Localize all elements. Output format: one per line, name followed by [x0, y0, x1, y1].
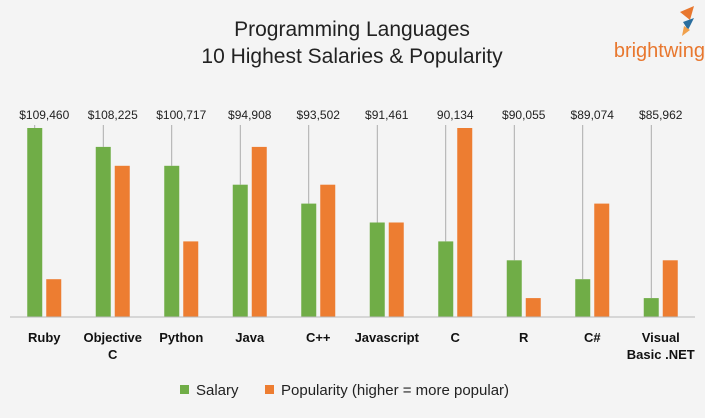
- legend-salary-swatch: [180, 385, 189, 394]
- value-label-python: $100,717: [156, 108, 206, 122]
- value-label-c: $89,074: [571, 108, 615, 122]
- value-label-objective-c: $108,225: [88, 108, 138, 122]
- legend: Salary Popularity (higher = more popular…: [180, 382, 509, 399]
- bar-popularity-c: [594, 203, 610, 317]
- value-labels-layer: $109,460 $108,225 $100,717 $94,908 $93,502 $9…: [19, 108, 683, 122]
- value-label-r: $90,055: [502, 108, 546, 122]
- value-label-javascript: $91,461: [365, 108, 409, 122]
- bar-popularity-python: [183, 241, 199, 317]
- legend-popularity-label: Popularity (higher = more popular): [281, 382, 509, 399]
- bar-popularity-r: [525, 298, 541, 317]
- category-label-ruby: Ruby: [28, 330, 61, 345]
- bar-popularity-objective-c: [114, 165, 130, 317]
- value-label-c: $93,502: [297, 108, 341, 122]
- bar-popularity-c: [320, 184, 336, 317]
- bar-salary-ruby: [27, 128, 43, 317]
- category-label-python: Python: [159, 330, 203, 345]
- value-label-ruby: $109,460: [19, 108, 69, 122]
- brightwing-logo: brightwing: [614, 6, 705, 62]
- bar-salary-python: [164, 165, 180, 317]
- bar-salary-c: [301, 203, 317, 317]
- legend-salary-label: Salary: [196, 382, 239, 399]
- chart-title-line-2: 10 Highest Salaries & Popularity: [201, 45, 503, 68]
- category-label-r: R: [519, 330, 529, 345]
- category-label-objective-c: Objective C: [83, 330, 142, 362]
- category-labels-layer: Ruby Objective C Python Java C++ Javascript C R C…: [28, 330, 695, 362]
- bar-salary-visual-basic-net: [643, 298, 659, 317]
- leader-lines-layer: [34, 125, 652, 299]
- bar-salary-c: [575, 279, 591, 317]
- bar-salary-c: [438, 241, 454, 317]
- category-label-visual-basic-net: Visual Basic .NET: [627, 330, 695, 362]
- category-label-c: C++: [306, 330, 331, 345]
- bar-salary-objective-c: [95, 146, 111, 317]
- bars-layer: [27, 128, 678, 317]
- value-label-visual-basic-net: $85,962: [639, 108, 683, 122]
- brightwing-logo-text: brightwing: [614, 40, 705, 62]
- bar-popularity-c: [457, 128, 473, 317]
- value-label-c: 90,134: [437, 108, 474, 122]
- category-label-c: C#: [584, 330, 601, 345]
- bar-salary-java: [232, 184, 248, 317]
- category-label-javascript: Javascript: [355, 330, 420, 345]
- bar-salary-javascript: [369, 222, 385, 317]
- bar-popularity-java: [251, 146, 267, 317]
- bar-popularity-visual-basic-net: [662, 260, 678, 317]
- bar-salary-r: [506, 260, 522, 317]
- chart-title-line-1: Programming Languages: [234, 18, 470, 41]
- value-label-java: $94,908: [228, 108, 272, 122]
- bar-popularity-ruby: [46, 279, 62, 317]
- brightwing-bird-icon: [680, 6, 694, 36]
- bar-popularity-javascript: [388, 222, 404, 317]
- category-label-java: Java: [235, 330, 265, 345]
- legend-popularity-swatch: [265, 385, 274, 394]
- category-label-c: C: [451, 330, 461, 345]
